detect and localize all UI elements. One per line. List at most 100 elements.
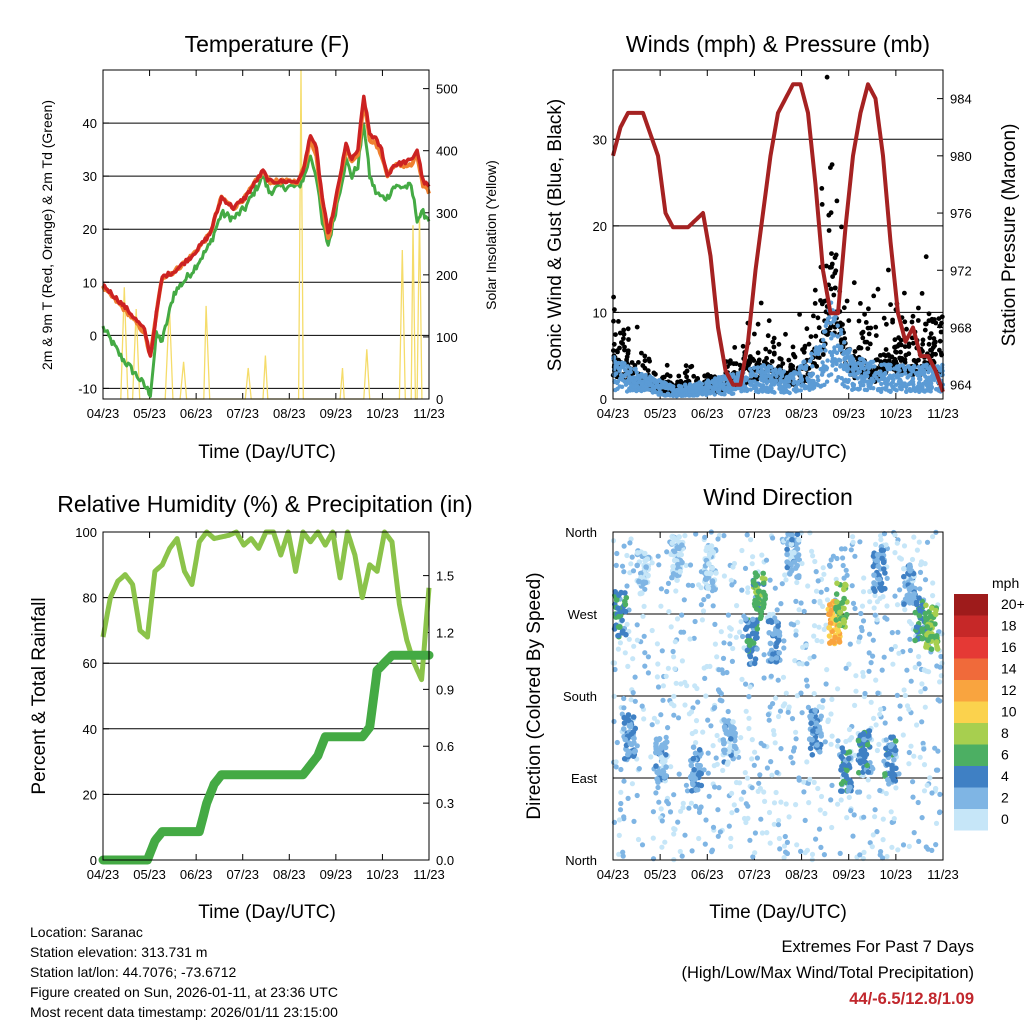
- wind-point: [733, 377, 739, 382]
- gust-point: [890, 319, 895, 325]
- direction-point: [691, 766, 697, 773]
- gust-point: [771, 344, 777, 350]
- gust-point: [684, 368, 690, 374]
- direction-point: [813, 836, 819, 842]
- gust-point: [771, 335, 777, 341]
- direction-point: [728, 736, 734, 742]
- direction-point: [776, 650, 782, 656]
- direction-point: [814, 728, 820, 735]
- direction-point: [910, 794, 916, 800]
- wind-point: [855, 376, 860, 381]
- wind-point: [688, 383, 693, 389]
- direction-point: [738, 735, 744, 741]
- wind-point: [702, 390, 708, 395]
- wind-point: [639, 372, 644, 377]
- direction-point: [613, 759, 619, 765]
- direction-point: [850, 833, 856, 839]
- direction-point: [932, 745, 938, 751]
- direction-point: [754, 646, 760, 652]
- gust-point: [769, 359, 775, 364]
- gust-point: [766, 318, 772, 324]
- direction-point: [776, 835, 783, 842]
- direction-point: [803, 642, 810, 648]
- direction-point: [937, 679, 943, 685]
- wind-point: [625, 378, 631, 383]
- wind-point: [825, 358, 830, 363]
- wind-point: [613, 387, 618, 393]
- direction-point: [857, 634, 863, 640]
- direction-point: [771, 800, 778, 806]
- direction-point: [745, 633, 751, 640]
- direction-point: [698, 770, 704, 777]
- direction-point: [677, 848, 683, 855]
- direction-point: [730, 719, 736, 725]
- direction-point: [880, 837, 886, 843]
- wind-point: [856, 387, 861, 392]
- direction-point: [749, 785, 755, 791]
- direction-point: [784, 546, 790, 553]
- direction-point: [896, 650, 902, 656]
- direction-point: [916, 838, 922, 845]
- direction-point: [818, 589, 824, 595]
- direction-point: [920, 740, 926, 747]
- direction-point: [696, 835, 702, 842]
- wind-point: [760, 389, 765, 394]
- gust-point: [910, 340, 916, 346]
- wind-point: [669, 387, 675, 392]
- wind-point: [687, 393, 692, 398]
- direction-point: [727, 633, 733, 639]
- direction-point: [653, 736, 660, 743]
- gust-point: [865, 346, 871, 351]
- direction-point: [849, 583, 855, 589]
- y-tick-label: 30: [83, 169, 97, 184]
- gust-point: [902, 290, 907, 296]
- y-tick-label: 100: [75, 525, 97, 540]
- x-axis-label: Time (Day/UTC): [198, 902, 336, 923]
- gust-point: [777, 356, 783, 361]
- wind-point: [864, 387, 870, 393]
- direction-point: [796, 661, 802, 667]
- wind-point: [930, 375, 935, 380]
- gust-point: [932, 343, 937, 349]
- direction-point: [787, 561, 794, 567]
- wind-point: [899, 387, 904, 392]
- direction-point: [634, 562, 640, 569]
- direction-point: [643, 564, 649, 570]
- direction-point: [916, 612, 923, 619]
- direction-point: [665, 665, 672, 671]
- direction-point: [634, 792, 640, 799]
- legend-label: 16: [1001, 639, 1017, 655]
- direction-point: [693, 531, 699, 537]
- direction-point: [804, 661, 810, 667]
- direction-point: [855, 737, 862, 744]
- wind-point: [639, 381, 644, 387]
- gust-point: [875, 286, 881, 292]
- direction-point: [816, 624, 822, 630]
- direction-point: [702, 841, 708, 847]
- gust-point: [933, 339, 938, 345]
- direction-point: [883, 752, 890, 758]
- direction-point: [760, 589, 767, 596]
- direction-point: [693, 729, 699, 735]
- direction-point: [804, 683, 810, 689]
- direction-point: [678, 629, 684, 635]
- direction-point: [664, 798, 670, 805]
- gust-point: [920, 341, 926, 347]
- dewpoint-line: [101, 123, 431, 398]
- direction-point: [773, 655, 780, 661]
- wind-point: [865, 374, 870, 379]
- direction-point: [659, 844, 665, 850]
- gust-point: [858, 345, 864, 351]
- direction-point: [799, 710, 805, 716]
- direction-point: [653, 763, 659, 769]
- direction-point: [900, 732, 906, 738]
- direction-point: [729, 810, 735, 816]
- wind-point: [718, 379, 723, 384]
- direction-point: [624, 583, 630, 589]
- y-tick-label: East: [571, 771, 597, 786]
- station-elevation: Station elevation: 313.731 m: [30, 944, 208, 960]
- direction-point: [679, 658, 686, 664]
- wind-point: [828, 350, 833, 355]
- gust-point: [841, 305, 847, 311]
- direction-point: [616, 851, 622, 857]
